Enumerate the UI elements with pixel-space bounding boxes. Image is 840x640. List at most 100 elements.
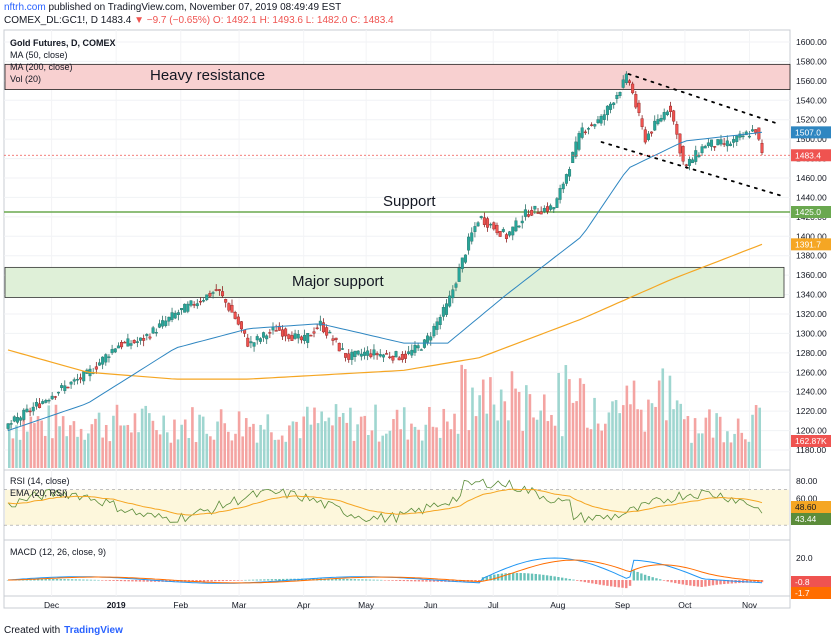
candle-body xyxy=(760,142,764,153)
candle-body xyxy=(129,343,133,346)
candle-body xyxy=(321,322,325,333)
volume-bar xyxy=(596,423,600,468)
candle-body xyxy=(391,356,395,361)
macd-histogram-bar xyxy=(549,575,553,581)
macd-histogram-bar xyxy=(421,580,424,582)
candle-body xyxy=(157,323,161,328)
tradingview-logo[interactable]: TradingView xyxy=(64,625,123,636)
macd-histogram-bar xyxy=(349,579,353,581)
volume-bar xyxy=(320,411,323,468)
volume-bar xyxy=(514,388,517,468)
candle-body xyxy=(508,231,512,236)
volume-bar xyxy=(165,432,169,468)
macd-histogram-bar xyxy=(357,579,360,581)
volume-bar xyxy=(471,387,474,468)
macd-histogram-bar xyxy=(527,573,530,581)
candle-body xyxy=(445,303,449,315)
macd-histogram-bar xyxy=(236,580,240,581)
volume-bar xyxy=(614,400,618,468)
y-tick-label: 1600.00 xyxy=(796,37,827,47)
macd-histogram-bar xyxy=(489,575,492,581)
candle-body xyxy=(255,336,259,341)
volume-bar xyxy=(578,378,582,468)
volume-bar xyxy=(47,405,51,468)
macd-histogram-bar xyxy=(538,574,541,581)
candle-body xyxy=(34,402,38,407)
candle-body xyxy=(252,342,256,347)
macd-histogram-bar xyxy=(670,580,673,583)
candle-body xyxy=(41,401,45,404)
macd-histogram-bar xyxy=(97,579,100,581)
volume-bar xyxy=(216,421,219,468)
candle-body xyxy=(397,357,401,361)
volume-bar xyxy=(503,401,507,468)
candle-body xyxy=(650,131,654,134)
symbol-info: COMEX_DL:GC1!, D 1483.4 ▼ −9.7 (−0.65%) … xyxy=(4,15,394,26)
volume-bar xyxy=(187,437,191,468)
candle-body xyxy=(265,335,269,340)
macd-histogram-bar xyxy=(123,580,127,582)
volume-bar xyxy=(244,418,248,468)
candle-body xyxy=(299,336,303,341)
volume-bar xyxy=(643,431,647,468)
candle-body xyxy=(687,159,691,166)
macd-histogram-bar xyxy=(508,573,511,581)
candle-body xyxy=(202,300,206,302)
volume-bar xyxy=(61,416,65,468)
candle-body xyxy=(113,348,117,353)
macd-histogram-bar xyxy=(643,574,647,581)
rsi-badge xyxy=(791,513,831,525)
ma50-badge-text: 1507.0 xyxy=(795,127,821,137)
candle-body xyxy=(479,216,483,218)
macd-histogram-bar xyxy=(150,580,153,582)
candle-body xyxy=(697,154,701,158)
candle-body xyxy=(476,222,480,227)
volume-bar xyxy=(176,439,180,468)
volume-bar xyxy=(485,413,489,468)
candle-body xyxy=(44,400,48,403)
volume-bar xyxy=(654,406,657,468)
candle-body xyxy=(53,396,57,398)
candle-body xyxy=(82,371,86,382)
site-link[interactable]: nftrh.com xyxy=(4,2,46,13)
volume-bar xyxy=(51,438,54,468)
volume-bar xyxy=(76,436,79,468)
candle-body xyxy=(262,332,266,338)
macd-histogram-bar xyxy=(248,579,251,581)
volume-bar xyxy=(406,439,410,468)
volume-bar xyxy=(560,436,564,468)
price-change: ▼ −9.7 (−0.65%) xyxy=(134,15,211,26)
candle-body xyxy=(75,378,79,381)
candle-body xyxy=(539,211,543,215)
candle-body xyxy=(574,141,578,157)
volume-bar xyxy=(564,365,568,468)
candle-body xyxy=(467,236,471,251)
candle-body xyxy=(662,112,666,120)
macd-histogram-bar xyxy=(55,579,59,581)
candle-body xyxy=(441,307,445,317)
macd-histogram-bar xyxy=(542,574,545,581)
candle-body xyxy=(684,164,688,166)
candle-body xyxy=(315,327,319,330)
candle-body xyxy=(148,336,152,339)
macd-histogram-bar xyxy=(594,580,598,585)
volume-bar xyxy=(237,411,241,468)
candle-body xyxy=(631,83,635,94)
macd-histogram-bar xyxy=(715,580,718,585)
y-tick-label: 1220.00 xyxy=(796,406,827,416)
volume-bar xyxy=(367,434,370,468)
candle-body xyxy=(665,111,669,116)
candle-body xyxy=(366,350,370,356)
candle-body xyxy=(126,338,130,347)
macd-histogram-bar xyxy=(255,579,259,581)
volume-bar xyxy=(370,430,374,468)
volume-bar xyxy=(751,414,754,468)
candle-body xyxy=(413,344,417,353)
candle-body xyxy=(448,295,452,307)
candle-body xyxy=(50,395,54,400)
macd-histogram-bar xyxy=(534,573,537,581)
volume-bar xyxy=(191,407,194,468)
macd-histogram-bar xyxy=(74,579,78,581)
macd-histogram-bar xyxy=(455,580,458,582)
